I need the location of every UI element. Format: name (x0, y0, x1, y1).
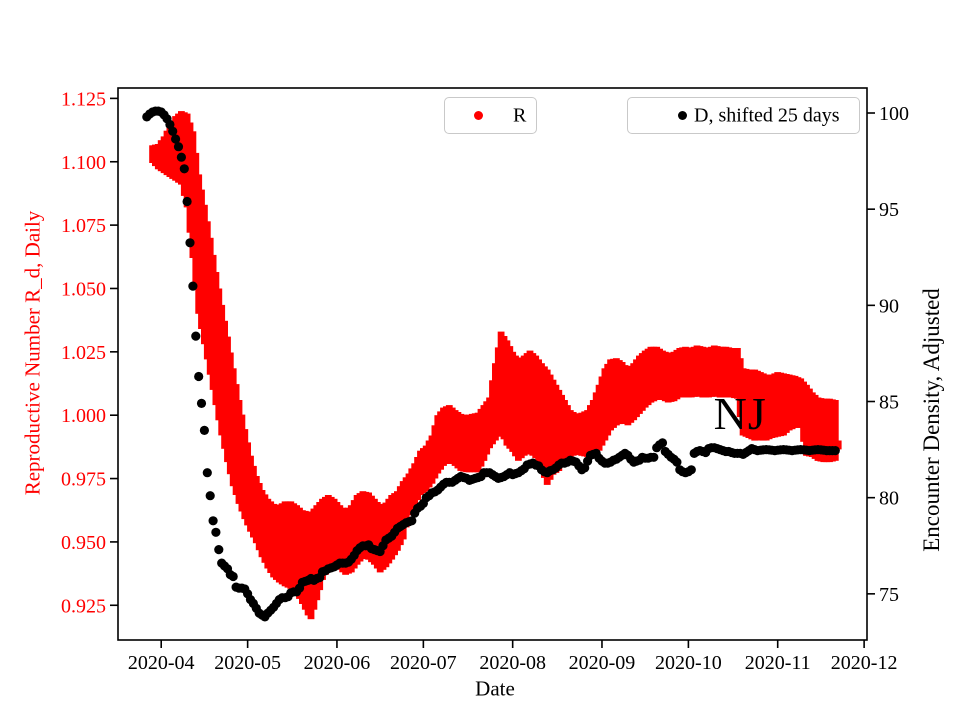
left-axis-ticks: 1.125 1.100 1.075 1.050 1.025 1.000 0.975 0.950… (61, 88, 118, 617)
left-tick-label: 1.025 (61, 342, 106, 364)
plot-frame (117, 87, 868, 641)
r-band-series (149, 111, 842, 620)
right-tick-label: 100 (879, 103, 909, 125)
left-axis-title: Reproductive Number R_d, Daily (20, 210, 45, 496)
left-tick-label: 1.100 (61, 152, 106, 174)
x-tick-label: 2020-09 (569, 652, 636, 674)
legend-box-d: D, shifted 25 days (627, 97, 860, 134)
x-tick-label: 2020-07 (390, 652, 457, 674)
state-annotation: NJ (713, 388, 767, 440)
left-tick-label: 1.125 (61, 88, 106, 110)
right-axis-ticks: 100 95 90 85 80 75 (867, 103, 909, 606)
x-axis-ticks: 2020-04 2020-05 2020-06 2020-07 2020-08 2020-… (128, 640, 898, 674)
x-tick-label: 2020-08 (479, 652, 546, 674)
right-tick-label: 80 (879, 488, 899, 510)
legend-label-r: R (513, 104, 527, 126)
x-tick-label: 2020-06 (304, 652, 371, 674)
right-tick-label: 90 (879, 295, 899, 317)
right-axis-title: Encounter Density, Adjusted (919, 288, 944, 552)
left-tick-label: 1.050 (61, 278, 106, 300)
left-tick-label: 0.925 (61, 595, 106, 617)
right-tick-label: 95 (879, 199, 899, 221)
right-tick-label: 85 (879, 392, 899, 414)
d-series-marker-icon (678, 111, 687, 120)
x-tick-label: 2020-11 (745, 652, 811, 674)
x-tick-label: 2020-04 (128, 652, 195, 674)
x-tick-label: 2020-10 (655, 652, 722, 674)
r-series-marker-icon (474, 111, 483, 120)
x-axis-title: Date (475, 676, 515, 701)
d-dot-series (142, 106, 840, 622)
x-tick-label: 2020-12 (831, 652, 898, 674)
left-tick-label: 0.975 (61, 469, 106, 491)
legend-box-r: R (444, 97, 537, 134)
legend-label-d: D, shifted 25 days (694, 104, 840, 126)
right-tick-label: 75 (879, 584, 899, 606)
left-tick-label: 0.950 (61, 532, 106, 554)
left-tick-label: 1.075 (61, 215, 106, 237)
left-tick-label: 1.000 (61, 405, 106, 427)
x-tick-label: 2020-05 (214, 652, 281, 674)
